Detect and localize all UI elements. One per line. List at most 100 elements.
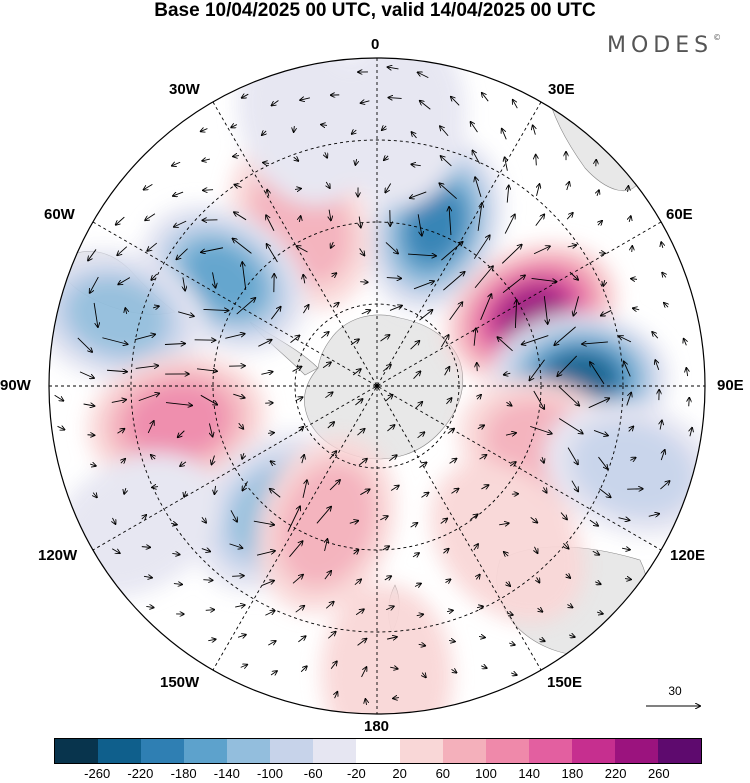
- wind-arrow: [566, 213, 573, 220]
- wind-arrow: [324, 571, 331, 580]
- colorbar-ticks: -260 -220 -180 -140 -100 -60 -20 20 60 100 140 180 2…: [54, 766, 702, 782]
- wind-arrow: [265, 611, 274, 616]
- wind-arrow: [533, 125, 536, 135]
- anomaly-contour: [569, 420, 696, 519]
- wind-arrow: [684, 339, 687, 346]
- wind-arrow: [326, 181, 330, 188]
- wind-arrow: [411, 132, 417, 139]
- wind-arrow: [476, 606, 483, 607]
- wind-arrow: [530, 516, 538, 522]
- wind-arrow: [472, 150, 480, 164]
- wind-arrow: [419, 310, 433, 321]
- wind-arrow: [571, 480, 578, 492]
- wind-arrow: [151, 455, 155, 459]
- colorbar-tick-label: -140: [213, 766, 240, 781]
- wind-arrow: [263, 163, 270, 164]
- wind-arrow: [233, 156, 240, 157]
- wind-arrow: [201, 549, 210, 552]
- wind-arrow: [567, 447, 578, 465]
- wind-arrow: [272, 100, 279, 105]
- wind-arrow: [385, 242, 398, 253]
- wind-arrow: [266, 215, 275, 231]
- anomaly-contour: [66, 277, 169, 356]
- wind-arrow: [321, 125, 328, 126]
- wind-arrow: [87, 435, 95, 436]
- wind-arrow: [418, 72, 429, 79]
- wind-arrow: [511, 673, 517, 675]
- wind-arrow: [164, 344, 185, 345]
- wind-arrow: [388, 455, 396, 462]
- wind-arrow: [325, 602, 333, 609]
- wind-arrow: [501, 245, 522, 264]
- wind-arrow: [173, 584, 182, 585]
- colorbar-cell: [141, 739, 185, 763]
- lon-label-30e: 30E: [548, 81, 575, 98]
- wind-arrow: [451, 97, 460, 106]
- wind-arrow: [361, 667, 367, 678]
- wind-arrow: [327, 632, 335, 639]
- wind-arrow: [230, 510, 237, 521]
- wind-arrow: [331, 241, 334, 248]
- wind-arrow: [419, 462, 426, 468]
- wind-arrow: [408, 254, 436, 256]
- wind-arrow: [543, 296, 547, 324]
- wind-arrow: [597, 190, 599, 196]
- wind-arrow: [107, 370, 127, 371]
- wind-arrow: [142, 515, 146, 519]
- wind-arrow: [176, 248, 188, 260]
- wind-arrow: [146, 606, 153, 607]
- wind-arrow: [242, 262, 247, 290]
- colorbar-cell: [399, 739, 443, 763]
- wind-arrow: [299, 427, 304, 432]
- wind-arrow: [112, 548, 120, 553]
- wind-arrow: [589, 519, 598, 526]
- wind-arrow: [233, 239, 252, 254]
- wind-arrow: [601, 310, 612, 315]
- wind-arrow: [661, 450, 664, 461]
- wind-arrow: [661, 242, 663, 249]
- wind-arrow: [441, 156, 452, 167]
- wind-arrow: [502, 129, 507, 140]
- wind-arrow: [203, 309, 228, 310]
- wind-arrow: [203, 580, 212, 581]
- lon-label-120w: 120W: [38, 547, 78, 564]
- wind-arrow: [143, 576, 152, 577]
- reference-vector-label: 30: [668, 684, 682, 698]
- wind-arrow: [411, 164, 421, 165]
- wind-arrow: [598, 456, 607, 469]
- wind-arrow: [440, 519, 448, 524]
- wind-arrow: [446, 610, 453, 611]
- wind-arrow: [624, 362, 631, 377]
- colorbar-tick-label: -260: [84, 766, 111, 781]
- wind-arrow: [205, 610, 215, 611]
- wind-arrow: [380, 335, 389, 342]
- wind-arrow: [505, 157, 508, 171]
- wind-arrow: [88, 249, 97, 260]
- wind-arrow: [112, 517, 115, 524]
- colorbar-tick-label: -60: [303, 766, 323, 781]
- wind-arrow: [506, 402, 511, 405]
- wind-arrow: [83, 404, 95, 406]
- wind-arrow: [451, 489, 458, 494]
- wind-arrow: [385, 395, 392, 402]
- map-boundary: [48, 57, 706, 715]
- wind-arrow: [422, 673, 426, 678]
- wind-arrow: [690, 428, 692, 437]
- wind-arrow: [267, 433, 274, 434]
- wind-arrow: [349, 521, 358, 524]
- lon-label-120e: 120E: [670, 547, 706, 564]
- wind-arrow: [470, 514, 477, 520]
- wind-arrow: [446, 398, 451, 405]
- wind-arrow: [590, 362, 605, 385]
- wind-arrow: [529, 359, 545, 381]
- map-title: Base 10/04/2025 00 UTC, valid 14/04/2025…: [154, 0, 596, 21]
- wind-arrow: [632, 246, 633, 253]
- colorbar-cell: [55, 739, 99, 763]
- wind-arrow: [689, 398, 690, 407]
- wind-arrow: [57, 426, 65, 429]
- wind-arrow: [560, 512, 567, 520]
- wind-arrow: [629, 216, 631, 223]
- lon-label-30w: 30W: [169, 81, 200, 98]
- wind-arrow: [662, 273, 666, 278]
